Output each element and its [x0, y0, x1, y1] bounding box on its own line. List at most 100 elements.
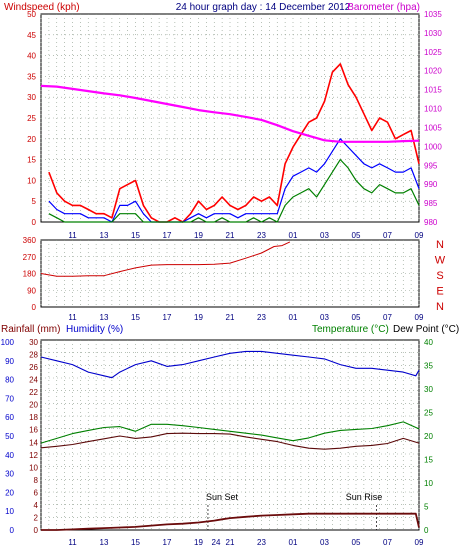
temperature-tick-label: 25 [424, 409, 433, 418]
humidity-plot-area [40, 339, 420, 531]
rainfall-tick-label: 0 [34, 526, 39, 535]
hour-tick-label: 15 [131, 313, 140, 322]
hour-tick-label: 11 [68, 538, 77, 547]
hour-tick-label: 07 [383, 313, 392, 322]
hour-tick-label: 21 [226, 313, 235, 322]
humidity-tick-label: 10 [5, 507, 14, 516]
windspeed-tick-label: 20 [27, 135, 36, 144]
direction-tick-label: 270 [23, 253, 37, 262]
humidity-tick-label: 70 [5, 394, 14, 403]
humidity-tick-label: 80 [5, 376, 14, 385]
temperature-tick-label: 35 [424, 362, 433, 371]
hour-tick-label: 13 [100, 538, 109, 547]
barometer-tick-label: 1015 [424, 86, 442, 95]
direction-tick-label: 90 [27, 286, 36, 295]
hour-tick-label: 15 [131, 538, 140, 547]
hour-tick-label: 17 [163, 313, 172, 322]
hour-tick-label: 13 [100, 231, 109, 240]
temperature-tick-label: 40 [424, 338, 433, 347]
humidity-tick-label: 90 [5, 357, 14, 366]
windspeed-tick-label: 50 [27, 10, 36, 19]
windspeed-tick-label: 5 [32, 197, 37, 206]
windspeed-tick-label: 40 [27, 52, 36, 61]
hour-tick-label: 09 [415, 231, 424, 240]
hour-tick-label: 07 [383, 538, 392, 547]
rainfall-tick-label: 22 [29, 388, 38, 397]
hour-tick-label: 23 [257, 538, 266, 547]
temperature-tick-label: 15 [424, 456, 433, 465]
humidity-tick-label: 30 [5, 470, 14, 479]
direction-plot-area [40, 239, 420, 308]
temperature-tick-label: 30 [424, 385, 433, 394]
compass-label: E [436, 286, 443, 298]
rainfall-tick-label: 14 [29, 438, 38, 447]
humidity-tick-label: 100 [1, 338, 15, 347]
temperature-line [40, 421, 420, 444]
overlap-glyphs: 24 [212, 538, 221, 547]
barometer-axis-label: Barometer (hpa) [347, 2, 420, 13]
humidity-tick-label: 60 [5, 413, 14, 422]
hour-tick-label: 23 [257, 231, 266, 240]
rainfall-axis-label: Rainfall (mm) [1, 324, 60, 335]
dewpoint-line [40, 432, 420, 450]
hour-tick-label: 13 [100, 313, 109, 322]
hour-tick-label: 09 [415, 538, 424, 547]
rainfall-tick-label: 6 [34, 488, 39, 497]
direction-line [40, 241, 291, 277]
dewpoint-axis-label: Dew Point (°C) [393, 324, 459, 335]
windspeed-tick-label: 15 [27, 156, 36, 165]
gust-line [48, 63, 420, 223]
hour-tick-label: 05 [352, 538, 361, 547]
humidity-tick-label: 0 [10, 526, 15, 535]
windspeed-tick-label: 45 [27, 31, 36, 40]
rainfall-tick-label: 18 [29, 413, 38, 422]
compass-label: S [436, 270, 443, 282]
windspeed-tick-label: 0 [32, 218, 37, 227]
rainfall-line [41, 512, 420, 531]
rainfall-tick-label: 28 [29, 351, 38, 360]
barometer-tick-label: 985 [424, 199, 438, 208]
barometer-tick-label: 1010 [424, 105, 442, 114]
hour-tick-label: 17 [163, 538, 172, 547]
rainfall-tick-label: 16 [29, 426, 38, 435]
humidity-tick-label: 20 [5, 488, 14, 497]
hour-tick-label: 09 [415, 313, 424, 322]
compass-label: N [436, 301, 444, 313]
barometer-tick-label: 1000 [424, 142, 442, 151]
hour-tick-label: 11 [68, 231, 77, 240]
direction-tick-label: 360 [23, 236, 37, 245]
average-line [48, 138, 420, 223]
barometer-tick-label: 995 [424, 161, 438, 170]
hour-tick-label: 21 [226, 538, 235, 547]
hour-tick-label: 23 [257, 313, 266, 322]
hour-tick-label: 03 [320, 538, 329, 547]
hour-tick-label: 03 [320, 313, 329, 322]
hour-tick-label: 05 [352, 313, 361, 322]
humidity-line [40, 350, 420, 379]
hour-tick-label: 07 [383, 231, 392, 240]
barometer-tick-label: 1035 [424, 10, 442, 19]
temperature-axis-label: Temperature (°C) [312, 324, 389, 335]
rainfall-tick-label: 12 [29, 451, 38, 460]
hour-tick-label: 17 [163, 231, 172, 240]
hour-tick-label: 19 [194, 231, 203, 240]
rainfall-tick-label: 4 [34, 501, 39, 510]
rainfall-tick-label: 24 [29, 376, 38, 385]
humidity-tick-label: 50 [5, 432, 14, 441]
windspeed-tick-label: 35 [27, 72, 36, 81]
rainfall-tick-label: 20 [29, 401, 38, 410]
direction-tick-label: 180 [23, 270, 37, 279]
barometer-tick-label: 980 [424, 218, 438, 227]
compass-label: N [436, 239, 444, 251]
hour-tick-label: 19 [194, 538, 203, 547]
rainfall-tick-label: 26 [29, 363, 38, 372]
barometer-tick-label: 1030 [424, 29, 442, 38]
hour-tick-label: 19 [194, 313, 203, 322]
temperature-tick-label: 10 [424, 479, 433, 488]
sunset-annotation: Sun Set [206, 492, 239, 502]
hour-tick-label: 01 [289, 231, 298, 240]
barometer-tick-label: 1025 [424, 48, 442, 57]
barometer-line [40, 84, 420, 143]
rainfall-tick-label: 8 [34, 476, 39, 485]
